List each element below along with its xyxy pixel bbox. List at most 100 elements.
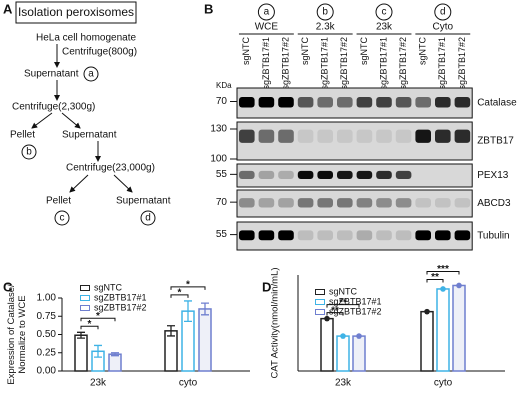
blot-name: ABCD3	[477, 198, 511, 209]
lane-label: sgNTC	[359, 37, 369, 66]
error-bar	[184, 300, 192, 323]
title: Isolation peroxisomes	[18, 5, 134, 19]
blot-name: ZBTB17	[477, 136, 514, 147]
lane-label: sgZBTB17#2	[339, 37, 349, 90]
significance-bracket	[80, 317, 116, 322]
band	[395, 97, 412, 108]
lane-label: sgZBTB17#1	[378, 37, 388, 90]
circle-letter: b	[26, 147, 32, 158]
band	[454, 129, 471, 143]
step: Centrifuge(2,300g)	[12, 102, 95, 113]
y-tick-label: 0.75	[37, 311, 57, 322]
significance-bracket	[426, 270, 460, 275]
band	[454, 97, 471, 108]
band	[415, 230, 431, 241]
lane-label: sgZBTB17#1	[261, 37, 271, 90]
panel-label: C	[3, 279, 13, 294]
marker-label: 130	[210, 124, 227, 135]
lane-label: sgZBTB17#1	[437, 37, 447, 90]
band	[415, 198, 431, 208]
legend-label: sgZBTB17#2	[329, 306, 382, 316]
band	[435, 97, 451, 108]
circle	[434, 3, 452, 21]
dot	[340, 333, 346, 339]
circle	[140, 210, 156, 226]
band	[435, 230, 451, 241]
dot	[440, 286, 446, 292]
lane-label: sgZBTB17#2	[398, 37, 408, 90]
band	[415, 129, 431, 143]
band	[297, 97, 314, 108]
circle-letter: b	[322, 7, 328, 18]
band	[337, 129, 353, 143]
legend-swatch-inner	[316, 310, 324, 314]
band	[258, 198, 275, 208]
band	[317, 170, 333, 179]
significance-bracket	[326, 312, 344, 316]
significance-bracket	[326, 304, 360, 308]
dot	[424, 308, 430, 315]
blot	[236, 121, 473, 161]
bar	[352, 335, 366, 372]
circle-letter: d	[440, 7, 446, 18]
circle	[257, 3, 275, 21]
circle-letter: a	[88, 69, 94, 80]
y-tick-label: 0.25	[37, 347, 57, 358]
significance-bracket	[426, 278, 444, 283]
circle-letter: a	[264, 7, 270, 18]
band	[337, 230, 353, 241]
lane-label: sgNTC	[300, 37, 310, 66]
circle-letter: c	[60, 213, 65, 224]
band	[239, 198, 255, 208]
bar	[436, 288, 450, 372]
error-bar	[201, 302, 209, 316]
step: Supernatant	[116, 196, 171, 207]
significance-bracket	[170, 286, 206, 290]
panel-a: A Isolation peroxisomes HeLa cell homoge…	[3, 1, 171, 226]
marker-label: 70	[216, 96, 228, 107]
band	[356, 198, 373, 208]
lane-label: sgZBTB17#2	[457, 37, 467, 90]
lane-label: sgZBTB17#1	[320, 37, 330, 90]
step: Pellet	[46, 196, 71, 207]
step: Centrifuge(23,000g)	[66, 163, 155, 174]
circle	[375, 3, 393, 21]
blot-name: Tubulin	[477, 231, 509, 242]
legend-swatch-inner	[81, 286, 89, 290]
circle-letter: d	[145, 213, 151, 224]
band	[258, 97, 275, 108]
panel-label: B	[204, 1, 213, 16]
band	[415, 97, 431, 108]
significance-label: *	[178, 288, 182, 299]
band	[239, 129, 255, 143]
blot	[236, 221, 473, 251]
band	[278, 129, 294, 143]
bar	[336, 335, 350, 372]
step: Supernatant	[62, 130, 117, 141]
circle	[316, 3, 334, 21]
band	[376, 97, 392, 108]
circle	[54, 210, 70, 226]
legend-swatch-inner	[81, 296, 89, 300]
y-axis-label: Expression of Catalase/Normalize to WCE	[6, 284, 28, 385]
legend-label: sgNTC	[329, 286, 358, 296]
band	[376, 230, 392, 241]
band	[337, 170, 353, 179]
blot-name: PEX13	[477, 170, 509, 181]
dot	[456, 282, 462, 289]
legend-swatch-inner	[81, 306, 89, 310]
error-bar	[167, 325, 175, 337]
legend-label: sgZBTB17#2	[94, 302, 147, 312]
significance-bracket	[170, 294, 189, 298]
significance-label: ***	[437, 264, 449, 275]
arrow	[31, 112, 53, 129]
band	[278, 170, 294, 179]
dot	[324, 315, 330, 322]
x-tick-label: 23k	[90, 378, 107, 389]
band	[454, 198, 471, 208]
band	[297, 230, 314, 241]
marker-label: 55	[216, 229, 228, 240]
circle	[21, 144, 37, 160]
bar	[320, 317, 334, 372]
